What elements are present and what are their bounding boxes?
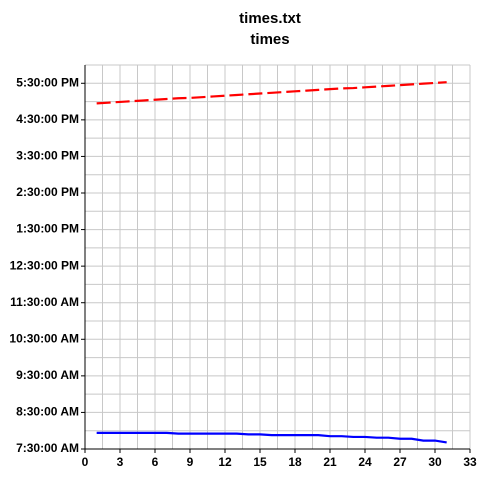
- x-tick-label: 24: [358, 455, 372, 469]
- x-tick-label: 6: [152, 455, 159, 469]
- x-tick-label: 12: [218, 455, 232, 469]
- x-tick-label: 33: [463, 455, 477, 469]
- x-tick-label: 15: [253, 455, 267, 469]
- y-tick-label: 3:30:00 PM: [16, 149, 79, 163]
- data-line: [96, 431, 447, 444]
- x-tick-label: 30: [428, 455, 442, 469]
- x-tick-label: 0: [82, 455, 89, 469]
- data-line: [96, 81, 447, 105]
- chart-subtitle: times: [250, 31, 289, 48]
- y-tick-label: 8:30:00 AM: [16, 405, 79, 419]
- y-tick-label: 12:30:00 PM: [10, 258, 79, 272]
- x-tick-label: 18: [288, 455, 302, 469]
- y-tick-label: 2:30:00 PM: [16, 185, 79, 199]
- x-tick-label: 9: [187, 455, 194, 469]
- chart-title: times.txt: [239, 10, 301, 27]
- y-tick-label: 4:30:00 PM: [16, 112, 79, 126]
- y-tick-label: 5:30:00 PM: [16, 75, 79, 89]
- y-tick-label: 7:30:00 AM: [16, 441, 79, 455]
- y-tick-label: 1:30:00 PM: [16, 222, 79, 236]
- y-tick-label: 10:30:00 AM: [9, 331, 79, 345]
- x-tick-label: 3: [117, 455, 124, 469]
- x-tick-label: 21: [323, 455, 337, 469]
- y-tick-label: 11:30:00 AM: [10, 295, 79, 309]
- y-tick-label: 9:30:00 AM: [16, 368, 79, 382]
- x-tick-label: 27: [393, 455, 407, 469]
